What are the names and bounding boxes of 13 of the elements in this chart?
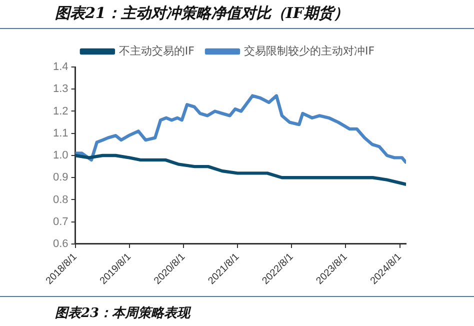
y-tick-label: 0.7 <box>52 216 68 228</box>
y-tick-label: 0.8 <box>52 194 68 206</box>
y-tick-label: 1.3 <box>52 83 68 96</box>
y-tick-label: 0.6 <box>52 238 68 250</box>
y-tick-label: 1.4 <box>52 61 68 74</box>
chart-title: 图表21：主动对冲策略净值对比（IF期货） <box>55 4 349 23</box>
y-tick-label: 1.0 <box>52 150 68 162</box>
text: 图表23：本周策略表现 <box>55 305 190 322</box>
y-tick-label: 1.2 <box>52 105 68 118</box>
legend-label: 不主动交易的IF <box>118 44 195 58</box>
y-tick-label: 1.1 <box>52 127 68 140</box>
legend-label: 交易限制较少的主动对冲IF <box>244 44 375 58</box>
y-tick-label: 0.9 <box>52 172 68 184</box>
